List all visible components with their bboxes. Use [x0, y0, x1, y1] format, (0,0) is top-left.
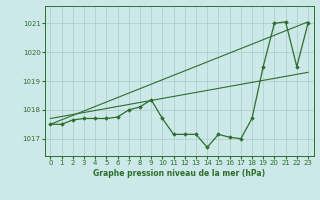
X-axis label: Graphe pression niveau de la mer (hPa): Graphe pression niveau de la mer (hPa)	[93, 169, 265, 178]
